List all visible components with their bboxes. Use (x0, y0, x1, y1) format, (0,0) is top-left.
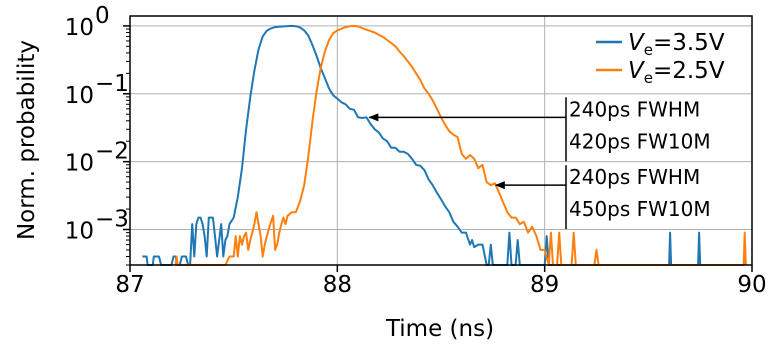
series-line-1 (142, 24, 702, 266)
x-tick-label: 90 (737, 272, 766, 298)
y-tick-label: 10 (65, 219, 94, 245)
annotation-text-1-1: 240ps FWHM (569, 97, 700, 121)
x-tick-label: 89 (530, 272, 559, 298)
y-tick-label: 10 (65, 83, 94, 109)
axes (123, 15, 753, 272)
series-layer (142, 24, 747, 266)
y-tick-label: 10 (65, 15, 94, 41)
y-tick-exponent: −3 (95, 207, 129, 233)
series-line-2 (174, 24, 747, 266)
y-tick-exponent: 0 (95, 3, 110, 29)
legend-label-1: Ve=3.5V (628, 30, 725, 59)
annotations: 240ps FWHM 420ps FW10M 240ps FWHM 450ps FW1… (368, 97, 711, 230)
y-tick-exponent: −2 (95, 139, 129, 165)
x-axis-label: Time (ns) (385, 316, 494, 342)
annotation-text-2-2: 450ps FW10M (569, 197, 711, 221)
annotation-text-2-1: 240ps FWHM (569, 165, 700, 189)
y-axis-label: Norm. probability (14, 40, 40, 240)
x-tick-label: 87 (115, 272, 144, 298)
plot-frame (129, 15, 753, 266)
annotation-text-1-2: 420ps FW10M (569, 129, 711, 153)
x-tick-label: 88 (323, 272, 352, 298)
legend-label-2: Ve=2.5V (628, 58, 725, 87)
y-tick-exponent: −1 (95, 71, 129, 97)
y-tick-label: 10 (65, 151, 94, 177)
